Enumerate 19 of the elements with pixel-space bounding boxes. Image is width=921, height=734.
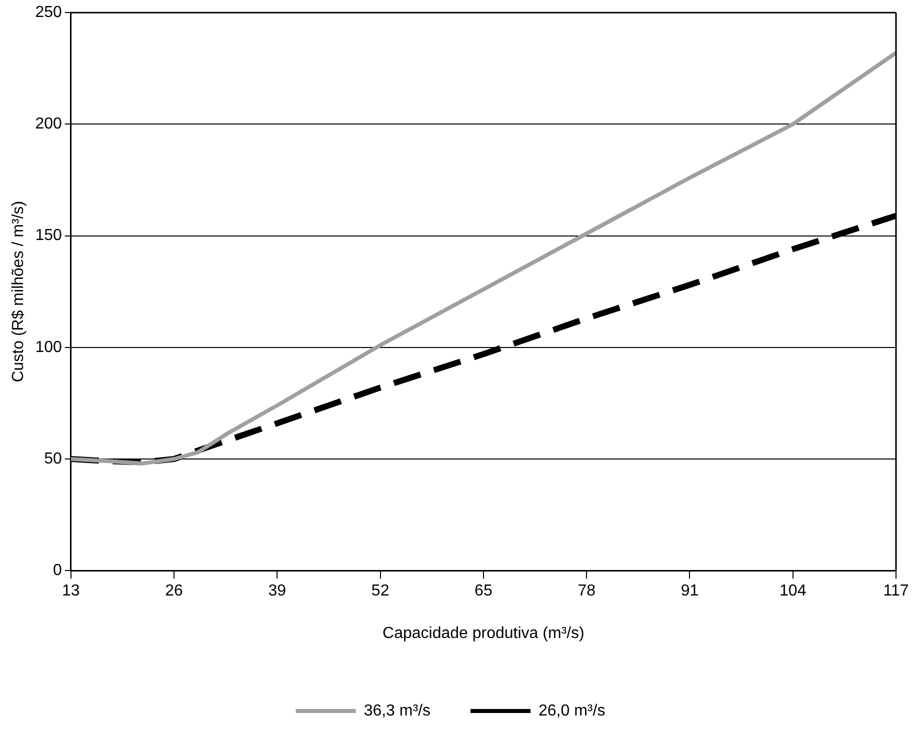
y-tick-label: 0: [52, 562, 62, 580]
x-tick-label: 52: [371, 582, 390, 600]
legend-label: 26,0 m³/s: [538, 702, 606, 720]
x-tick-label: 117: [883, 582, 909, 600]
y-tick-label: 50: [44, 450, 62, 468]
x-tick-label: 39: [268, 582, 286, 600]
x-tick-label: 13: [62, 582, 80, 600]
legend-label: 36,3 m³/s: [364, 702, 430, 720]
y-tick-label: 100: [35, 338, 62, 356]
x-tick-label: 104: [780, 582, 806, 600]
y-tick-label: 200: [35, 116, 62, 133]
y-tick-label: 250: [35, 4, 62, 22]
x-tick-label: 78: [578, 582, 596, 600]
y-axis-title: Custo (R$ milhões / m³/s): [10, 200, 28, 382]
x-axis-title: Capacidade produtiva (m³/s): [382, 624, 584, 642]
x-tick-label: 26: [165, 582, 184, 600]
y-tick-label: 150: [35, 227, 62, 244]
x-tick-label: 65: [474, 582, 492, 600]
x-tick-label: 91: [680, 582, 699, 600]
